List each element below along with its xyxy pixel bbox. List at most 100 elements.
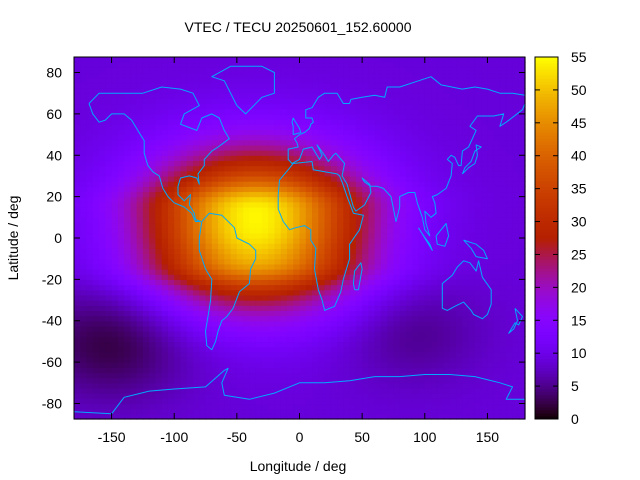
heatmap-cell bbox=[99, 62, 106, 68]
heatmap-cell bbox=[161, 191, 169, 198]
heatmap-cell bbox=[180, 315, 188, 322]
heatmap-cell bbox=[305, 398, 313, 405]
heatmap-cell bbox=[449, 88, 457, 94]
heatmap-cell bbox=[474, 57, 482, 63]
heatmap-cell bbox=[368, 139, 376, 146]
heatmap-cell bbox=[431, 253, 438, 260]
heatmap-cell bbox=[337, 413, 344, 420]
heatmap-cell bbox=[374, 367, 382, 374]
heatmap-cell bbox=[249, 134, 257, 141]
heatmap-cell bbox=[318, 67, 326, 74]
heatmap-cell bbox=[111, 243, 119, 249]
heatmap-cell bbox=[493, 113, 501, 120]
heatmap-cell bbox=[449, 413, 457, 420]
heatmap-cell bbox=[167, 300, 175, 306]
heatmap-cell bbox=[481, 393, 489, 399]
heatmap-cell bbox=[512, 144, 520, 151]
heatmap-cell bbox=[443, 98, 451, 105]
heatmap-cell bbox=[299, 341, 307, 348]
heatmap-cell bbox=[380, 82, 388, 89]
heatmap-cell bbox=[99, 160, 106, 167]
heatmap-cell bbox=[499, 243, 507, 249]
heatmap-cell bbox=[324, 331, 332, 337]
heatmap-cell bbox=[474, 300, 482, 306]
heatmap-cell bbox=[74, 82, 81, 89]
heatmap-cell bbox=[161, 382, 169, 389]
heatmap-cell bbox=[412, 289, 420, 296]
heatmap-cell bbox=[136, 57, 144, 63]
heatmap-cell bbox=[412, 108, 420, 115]
heatmap-cell bbox=[343, 413, 351, 420]
heatmap-cell bbox=[487, 362, 495, 368]
heatmap-cell bbox=[499, 103, 507, 110]
heatmap-cell bbox=[487, 67, 495, 74]
heatmap-cell bbox=[236, 82, 244, 89]
heatmap-cell bbox=[387, 155, 395, 162]
heatmap-cell bbox=[293, 269, 301, 275]
heatmap-cell bbox=[205, 372, 213, 379]
heatmap-cell bbox=[443, 305, 451, 311]
heatmap-cell bbox=[405, 77, 413, 84]
heatmap-cell bbox=[130, 320, 138, 327]
heatmap-cell bbox=[330, 186, 338, 193]
heatmap-cell bbox=[111, 367, 119, 374]
heatmap-cell bbox=[161, 243, 169, 249]
heatmap-cell bbox=[393, 119, 401, 125]
heatmap-cell bbox=[186, 88, 194, 94]
heatmap-cell bbox=[418, 201, 426, 208]
heatmap-cell bbox=[424, 300, 432, 306]
heatmap-cell bbox=[130, 284, 138, 291]
heatmap-cell bbox=[249, 88, 257, 94]
heatmap-cell bbox=[186, 294, 194, 301]
heatmap-cell bbox=[92, 413, 100, 420]
heatmap-cell bbox=[130, 387, 138, 394]
heatmap-cell bbox=[324, 196, 332, 203]
heatmap-cell bbox=[224, 57, 232, 63]
heatmap-cell bbox=[224, 289, 232, 296]
heatmap-cell bbox=[130, 393, 138, 399]
heatmap-cell bbox=[105, 144, 113, 151]
heatmap-cell bbox=[330, 382, 338, 389]
heatmap-cell bbox=[230, 305, 238, 311]
heatmap-cell bbox=[424, 331, 432, 337]
heatmap-cell bbox=[462, 325, 470, 332]
heatmap-cell bbox=[111, 165, 119, 172]
heatmap-cell bbox=[437, 160, 445, 167]
heatmap-cell bbox=[286, 336, 294, 343]
heatmap-cell bbox=[92, 206, 100, 213]
heatmap-cell bbox=[474, 377, 482, 384]
heatmap-cell bbox=[387, 325, 395, 332]
heatmap-cell bbox=[155, 139, 163, 146]
heatmap-cell bbox=[130, 238, 138, 244]
heatmap-cell bbox=[199, 269, 207, 275]
heatmap-cell bbox=[387, 341, 395, 348]
heatmap-cell bbox=[230, 160, 238, 167]
heatmap-cell bbox=[211, 258, 219, 265]
heatmap-cell bbox=[412, 269, 420, 275]
heatmap-cell bbox=[374, 346, 382, 353]
heatmap-cell bbox=[224, 331, 232, 337]
heatmap-cell bbox=[355, 113, 363, 120]
heatmap-cell bbox=[487, 196, 495, 203]
heatmap-cell bbox=[99, 186, 106, 193]
heatmap-cell bbox=[218, 274, 225, 280]
heatmap-cell bbox=[124, 310, 131, 317]
heatmap-cell bbox=[493, 217, 501, 224]
heatmap-cell bbox=[512, 263, 520, 270]
heatmap-cell bbox=[80, 82, 88, 89]
heatmap-cell bbox=[355, 206, 363, 213]
heatmap-cell bbox=[424, 201, 432, 208]
heatmap-cell bbox=[506, 362, 514, 368]
heatmap-cell bbox=[380, 403, 388, 410]
heatmap-cell bbox=[437, 331, 445, 337]
heatmap-cell bbox=[274, 150, 282, 156]
heatmap-cell bbox=[424, 284, 432, 291]
heatmap-cell bbox=[305, 362, 313, 368]
heatmap-cell bbox=[424, 170, 432, 177]
heatmap-cell bbox=[149, 320, 157, 327]
heatmap-cell bbox=[261, 82, 269, 89]
heatmap-cell bbox=[399, 232, 407, 239]
heatmap-cell bbox=[318, 103, 326, 110]
heatmap-cell bbox=[362, 144, 369, 151]
heatmap-cell bbox=[142, 403, 150, 410]
